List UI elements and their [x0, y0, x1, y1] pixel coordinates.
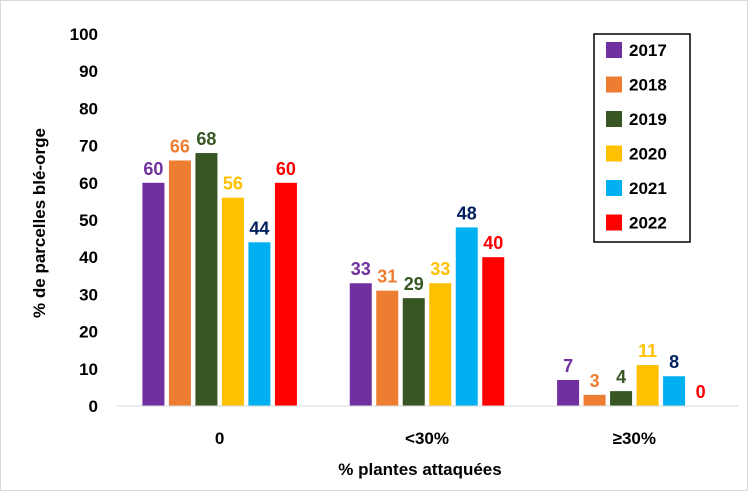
- legend-swatch: [606, 180, 622, 196]
- legend-swatch: [606, 214, 622, 231]
- data-label: 31: [377, 267, 397, 287]
- legend: 2017 2018 2019 2020 2021 2022: [593, 33, 691, 243]
- data-label: 60: [143, 159, 163, 179]
- legend-swatch: [606, 76, 622, 93]
- data-label: 8: [669, 352, 679, 372]
- legend-label: 2021: [629, 179, 667, 198]
- bars: [142, 153, 686, 406]
- data-label: 66: [170, 136, 190, 156]
- data-labels: 60 66 68 56 44 60 33 31 29 33 48 40 73 4 11 80: [143, 129, 705, 402]
- bar-2022-0: [274, 182, 297, 406]
- x-tick-label: <30%: [405, 429, 449, 448]
- legend-swatch: [606, 42, 622, 58]
- y-axis-title: % de parcelles blé-orge: [30, 128, 49, 318]
- y-tick-label: 0: [89, 397, 98, 416]
- data-label: 11: [638, 341, 657, 361]
- bar-2020-0: [221, 197, 244, 406]
- x-tick-label: 0: [215, 429, 224, 448]
- bar-2020-1: [429, 283, 452, 406]
- bar-2019-0: [195, 153, 218, 406]
- data-label: 44: [249, 218, 269, 238]
- data-label: 4: [616, 367, 626, 387]
- legend-swatch: [606, 145, 622, 162]
- legend-label: 2019: [629, 110, 667, 129]
- data-label: 48: [457, 203, 477, 223]
- data-label: 0: [696, 382, 706, 402]
- y-axis-ticks: 0 10 20 30 40 50 60 70 80 90 100: [70, 25, 98, 416]
- legend-label: 2017: [629, 41, 667, 60]
- y-tick-label: 20: [79, 323, 98, 342]
- bar-2019-1: [402, 298, 425, 406]
- legend-label: 2022: [629, 214, 667, 233]
- bar-2017-2: [557, 379, 580, 406]
- y-tick-label: 50: [79, 211, 98, 230]
- bar-2018-0: [168, 160, 191, 406]
- x-axis-ticks: 0 <30% ≥30%: [215, 429, 656, 448]
- x-axis-title: % plantes attaquées: [338, 460, 501, 479]
- y-tick-label: 60: [79, 174, 98, 193]
- y-tick-label: 80: [79, 99, 98, 118]
- legend-label: 2020: [629, 145, 667, 164]
- bar-2022-1: [482, 257, 505, 406]
- bar-2018-1: [376, 290, 399, 406]
- bar-2021-2: [663, 376, 686, 406]
- y-tick-label: 40: [79, 248, 98, 267]
- bar-2018-2: [583, 394, 606, 406]
- data-label: 29: [404, 274, 424, 294]
- data-label: 68: [196, 129, 216, 149]
- data-label: 33: [430, 259, 450, 279]
- bar-2017-1: [349, 283, 372, 406]
- bar-2021-0: [248, 242, 271, 406]
- legend-box: [593, 33, 691, 243]
- data-label: 60: [276, 159, 296, 179]
- bar-2017-0: [142, 182, 165, 406]
- x-tick-label: ≥30%: [613, 429, 656, 448]
- y-tick-label: 100: [70, 25, 98, 44]
- data-label: 40: [483, 233, 503, 253]
- y-tick-label: 90: [79, 62, 98, 81]
- bar-2019-2: [610, 391, 633, 406]
- y-tick-label: 70: [79, 137, 98, 156]
- data-label: 56: [223, 174, 243, 194]
- data-label: 33: [351, 259, 371, 279]
- legend-label: 2018: [629, 76, 667, 95]
- y-tick-label: 30: [79, 285, 98, 304]
- y-tick-label: 10: [79, 360, 98, 379]
- bar-2021-1: [455, 227, 478, 406]
- bar-2020-2: [636, 365, 659, 406]
- data-label: 3: [590, 371, 600, 391]
- data-label: 7: [563, 356, 573, 376]
- legend-swatch: [606, 111, 622, 127]
